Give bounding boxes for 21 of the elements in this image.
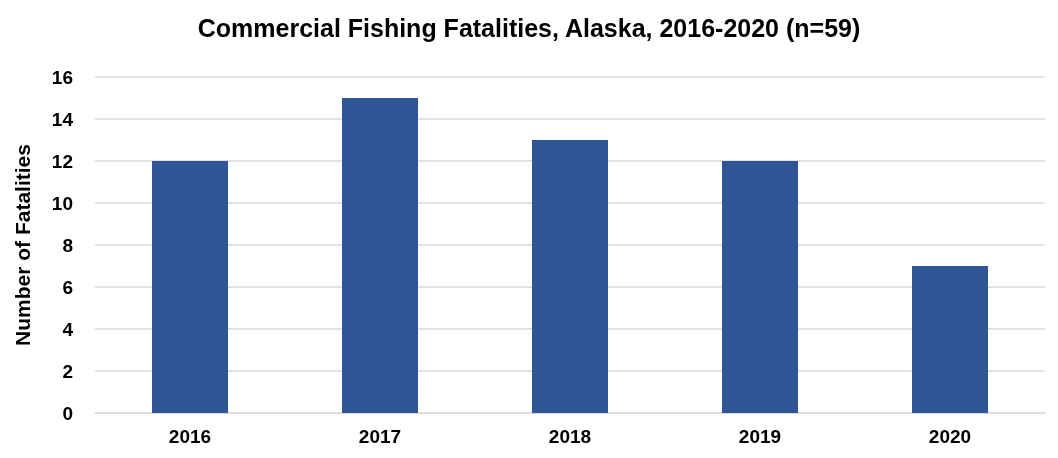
y-tick-label: 10 xyxy=(51,192,73,214)
x-tick-label: 2016 xyxy=(168,426,212,447)
chart-title: Commercial Fishing Fatalities, Alaska, 2016-2020 (n=59) xyxy=(197,13,861,42)
y-tick-label: 6 xyxy=(62,276,73,298)
x-tick-label: 2020 xyxy=(928,426,972,447)
y-tick-label: 14 xyxy=(51,108,74,130)
y-tick-label: 8 xyxy=(62,234,73,256)
x-tick-label: 2018 xyxy=(548,426,592,447)
y-tick-label: 2 xyxy=(62,360,73,382)
y-tick-label: 4 xyxy=(62,318,74,340)
bar xyxy=(532,140,608,413)
bar xyxy=(912,266,988,413)
x-tick-label: 2019 xyxy=(738,426,782,447)
y-tick-label: 12 xyxy=(51,150,73,172)
y-tick-label: 16 xyxy=(51,66,73,88)
bar xyxy=(722,161,798,413)
y-tick-label: 0 xyxy=(62,402,73,424)
y-axis-title: Number of Fatalities xyxy=(11,144,34,346)
bar xyxy=(152,161,228,413)
x-tick-label: 2017 xyxy=(358,426,402,447)
bar xyxy=(342,98,418,413)
